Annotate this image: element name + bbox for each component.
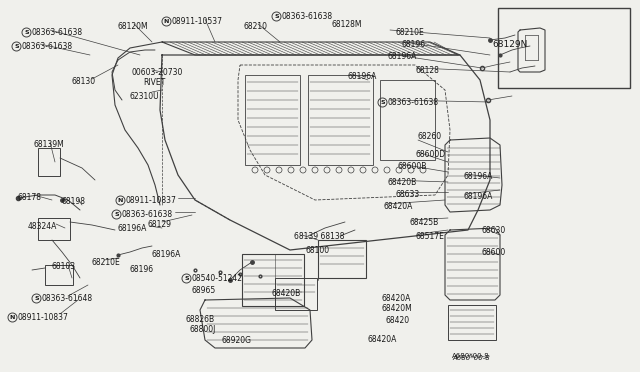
Text: 68196A: 68196A xyxy=(152,250,181,259)
Bar xyxy=(498,8,630,88)
Text: 68260: 68260 xyxy=(418,132,442,141)
Text: 68425B: 68425B xyxy=(410,218,439,227)
Bar xyxy=(448,305,496,340)
Text: 68196A: 68196A xyxy=(388,52,417,61)
Text: N: N xyxy=(164,19,169,24)
Text: 08363-61648: 08363-61648 xyxy=(42,294,93,303)
Text: 08911-10837: 08911-10837 xyxy=(126,196,177,205)
Text: 68633: 68633 xyxy=(396,190,420,199)
Bar xyxy=(308,75,373,165)
Text: RIVET: RIVET xyxy=(143,78,165,87)
Text: 68178: 68178 xyxy=(18,193,42,202)
Bar xyxy=(275,278,317,310)
Text: 08911-10537: 08911-10537 xyxy=(172,17,223,26)
Text: 68196: 68196 xyxy=(402,40,426,49)
Text: 68128M: 68128M xyxy=(332,20,362,29)
Text: 48324A: 48324A xyxy=(28,222,58,231)
Text: 68100: 68100 xyxy=(306,246,330,255)
Text: 68420A: 68420A xyxy=(384,202,413,211)
Text: A680*00-8: A680*00-8 xyxy=(452,355,490,361)
Bar xyxy=(38,148,60,176)
Text: 68139 68138: 68139 68138 xyxy=(294,232,344,241)
Text: S: S xyxy=(380,100,385,105)
Bar xyxy=(245,75,300,165)
Text: 68420: 68420 xyxy=(386,316,410,325)
Text: S: S xyxy=(184,276,189,281)
Bar xyxy=(318,240,366,278)
Text: 68420B: 68420B xyxy=(388,178,417,187)
Text: S: S xyxy=(114,212,119,217)
Text: 08363-61638: 08363-61638 xyxy=(122,210,173,219)
Bar xyxy=(38,218,70,240)
Text: N: N xyxy=(118,198,123,203)
Text: 68800J: 68800J xyxy=(190,325,216,334)
Text: S: S xyxy=(24,30,29,35)
Text: 68420A: 68420A xyxy=(382,294,412,303)
Text: 68120M: 68120M xyxy=(118,22,148,31)
Text: 68210: 68210 xyxy=(243,22,267,31)
Text: 68128: 68128 xyxy=(415,66,439,75)
Text: 08363-61638: 08363-61638 xyxy=(388,98,439,107)
Text: 68196A: 68196A xyxy=(464,192,493,201)
Text: 68196A: 68196A xyxy=(348,72,378,81)
Bar xyxy=(45,265,73,285)
Text: S: S xyxy=(34,296,39,301)
Text: S: S xyxy=(274,14,279,19)
Text: 62310U: 62310U xyxy=(130,92,159,101)
Text: 68420M: 68420M xyxy=(382,304,413,313)
Text: 68630: 68630 xyxy=(482,226,506,235)
Text: 68920G: 68920G xyxy=(222,336,252,345)
Text: 68600B: 68600B xyxy=(398,162,428,171)
Text: 68129: 68129 xyxy=(148,220,172,229)
Text: 68196A: 68196A xyxy=(118,224,147,233)
Text: 68600: 68600 xyxy=(482,248,506,257)
Text: 68196: 68196 xyxy=(130,265,154,274)
Bar xyxy=(242,254,304,306)
Text: 08363-61638: 08363-61638 xyxy=(32,28,83,37)
Text: 08363-61638: 08363-61638 xyxy=(22,42,73,51)
Text: 68210E: 68210E xyxy=(395,28,424,37)
Text: 08540-51242: 08540-51242 xyxy=(192,274,243,283)
Text: 68826B: 68826B xyxy=(185,315,214,324)
Text: 68517E: 68517E xyxy=(416,232,445,241)
Text: 68139M: 68139M xyxy=(34,140,65,149)
Bar xyxy=(380,80,435,160)
Text: S: S xyxy=(14,44,19,49)
Text: 68103: 68103 xyxy=(52,262,76,271)
Text: A680*00-8: A680*00-8 xyxy=(452,353,490,359)
Text: 68130: 68130 xyxy=(72,77,96,86)
Text: 68210E: 68210E xyxy=(92,258,121,267)
Text: 68129N: 68129N xyxy=(492,40,527,49)
Text: 68420A: 68420A xyxy=(368,335,397,344)
Text: 68600D: 68600D xyxy=(416,150,446,159)
Text: 08363-61638: 08363-61638 xyxy=(282,12,333,21)
Text: 68420B: 68420B xyxy=(272,289,301,298)
Text: 08911-10837: 08911-10837 xyxy=(18,313,69,322)
Text: N: N xyxy=(10,315,15,320)
Text: 68198: 68198 xyxy=(62,197,86,206)
Text: 00603-20730: 00603-20730 xyxy=(132,68,184,77)
Text: 68196A: 68196A xyxy=(464,172,493,181)
Text: 68965: 68965 xyxy=(192,286,216,295)
